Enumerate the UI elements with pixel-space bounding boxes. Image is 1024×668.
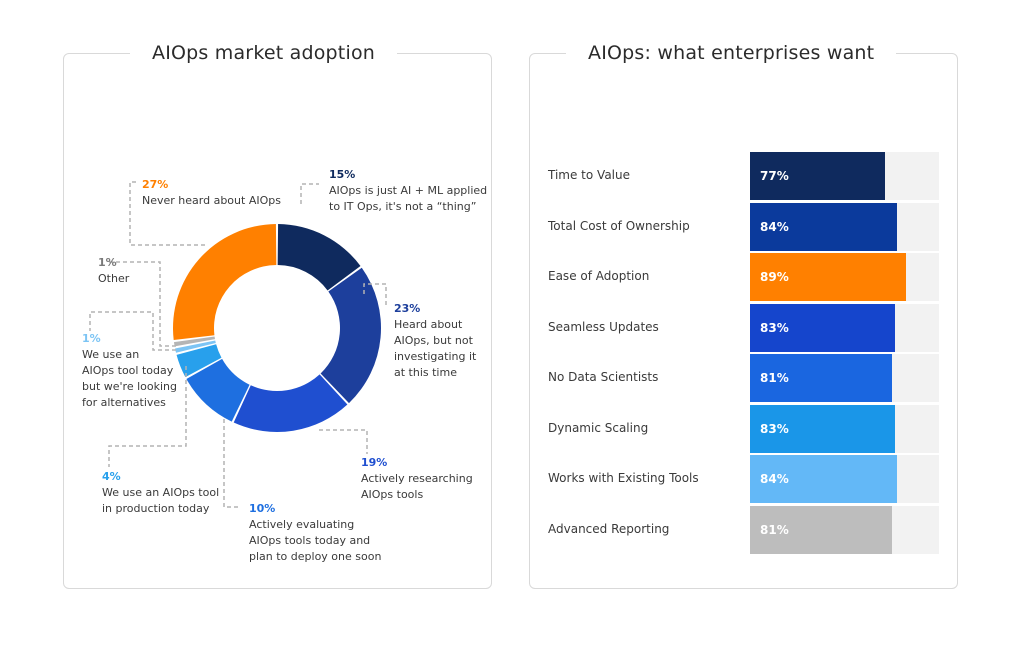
bar-track: 83%	[750, 303, 939, 352]
donut-chart: 15% AIOps is just AI + ML applied to IT Op…	[82, 168, 487, 563]
bar-value-label: 84%	[760, 219, 789, 234]
bar: 81%	[750, 354, 892, 402]
donut-slice	[173, 224, 277, 340]
leader-line	[223, 419, 241, 508]
bar-category-label: Ease of Adoption	[548, 269, 650, 283]
bar: 89%	[750, 253, 906, 301]
bar-category-label: No Data Scientists	[548, 370, 659, 384]
leader-line	[363, 283, 387, 305]
slice-description-label: at this time	[394, 366, 457, 379]
bar-track: 83%	[750, 404, 939, 453]
slice-description-label: to IT Ops, it's not a “thing”	[329, 200, 476, 213]
slice-percent-label: 15%	[329, 168, 355, 181]
donut-slice	[277, 224, 361, 291]
bar-category-label: Seamless Updates	[548, 319, 659, 334]
leader-line	[319, 429, 368, 454]
donut-slice	[233, 374, 348, 432]
bar-category-label: Advanced Reporting	[548, 521, 670, 536]
donut-slice	[173, 336, 215, 347]
bar-track: 81%	[750, 354, 939, 402]
donut-slice	[175, 340, 216, 353]
bar: 77%	[750, 152, 885, 200]
slice-description-label: plan to deploy one soon	[249, 550, 381, 563]
leader-line	[129, 181, 205, 246]
slice-description-label: Actively researching	[361, 472, 473, 485]
bar: 81%	[750, 505, 892, 554]
slice-description-label: in production today	[102, 502, 210, 515]
slice-description-label: AIOps tools	[361, 488, 423, 501]
donut-slice	[186, 358, 250, 422]
bar-value-label: 83%	[760, 320, 789, 335]
slice-description-label: AIOps is just AI + ML applied	[329, 184, 487, 197]
bar: 84%	[750, 202, 897, 251]
slice-description-label: investigating it	[394, 350, 477, 363]
donut-chart-title: AIOps market adoption	[130, 42, 398, 64]
bar: 83%	[750, 303, 896, 352]
slice-percent-label: 1%	[98, 256, 117, 269]
slice-percent-label: 19%	[361, 456, 387, 469]
bar-value-label: 77%	[760, 169, 789, 183]
bar-track: 84%	[750, 202, 939, 251]
slice-percent-label: 27%	[142, 178, 168, 191]
bar-chart-title: AIOps: what enterprises want	[566, 42, 897, 64]
leader-line	[108, 261, 176, 347]
bar-category-label: Total Cost of Ownership	[548, 218, 690, 233]
slice-description-label: AIOps tool today	[82, 364, 174, 377]
bar-value-label: 81%	[760, 371, 789, 385]
bar-track: 84%	[750, 455, 939, 503]
bar-value-label: 84%	[760, 472, 789, 486]
bar-value-label: 81%	[760, 522, 789, 537]
bar: 83%	[750, 404, 896, 453]
bar-category-label: Time to Value	[548, 168, 630, 182]
bar-track: 81%	[750, 505, 939, 554]
slice-percent-label: 23%	[394, 302, 420, 315]
bar-category-label: Dynamic Scaling	[548, 420, 649, 435]
leader-line	[89, 311, 176, 351]
slice-percent-label: 1%	[82, 332, 101, 345]
slice-percent-label: 4%	[102, 470, 121, 483]
donut-slice	[320, 267, 381, 404]
slice-description-label: We use an AIOps tool	[102, 486, 219, 499]
slice-description-label: Other	[98, 272, 130, 285]
slice-description-label: AIOps tools today and	[249, 534, 370, 547]
bar-track: 77%	[750, 152, 939, 200]
bar-value-label: 83%	[760, 421, 789, 436]
enterprises-want-panel: AIOps: what enterprises want Time to Val…	[529, 42, 958, 589]
bar-value-label: 89%	[760, 270, 789, 284]
bar: 84%	[750, 455, 897, 503]
leader-line	[300, 183, 319, 204]
slice-description-label: Never heard about AIOps	[142, 194, 281, 207]
slice-description-label: Heard about	[394, 318, 463, 331]
market-adoption-panel: AIOps market adoption 15% AIOps is just A…	[63, 42, 492, 589]
slice-description-label: Actively evaluating	[249, 518, 354, 531]
bar-category-label: Works with Existing Tools	[548, 471, 699, 485]
slice-description-label: AIOps, but not	[394, 334, 474, 347]
slice-percent-label: 10%	[249, 502, 275, 515]
slice-description-label: but we're looking	[82, 380, 177, 393]
slice-description-label: We use an	[82, 348, 139, 361]
bar-track: 89%	[750, 253, 939, 301]
donut-slice	[176, 344, 222, 378]
slice-description-label: for alternatives	[82, 396, 166, 409]
